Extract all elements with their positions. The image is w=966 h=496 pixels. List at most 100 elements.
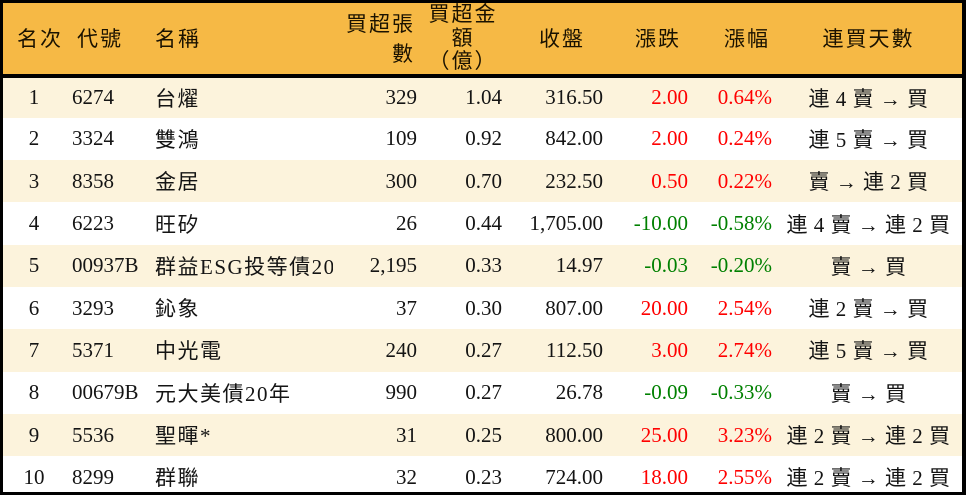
table-row: 7 5371 中光電 240 0.27 112.50 3.00 2.74% 連 …	[3, 329, 962, 372]
cell-amount: 0.70	[465, 168, 502, 193]
cell-close: 232.50	[545, 168, 603, 193]
cell-close: 112.50	[546, 337, 603, 362]
cell-streak: 賣 → 買	[830, 254, 907, 279]
cell-name: 群益ESG投等債20	[155, 254, 333, 279]
header-volume: 買超張數	[333, 3, 421, 78]
table-row: 4 6223 旺矽 26 0.44 1,705.00 -10.00 -0.58%…	[3, 202, 962, 245]
cell-close: 842.00	[545, 126, 603, 151]
cell-change: 2.00	[651, 126, 688, 151]
cell-change: -10.00	[633, 211, 688, 236]
cell-volume: 329	[385, 85, 418, 110]
cell-close: 1,705.00	[529, 211, 604, 236]
cell-amount: 0.27	[465, 380, 502, 405]
cell-streak: 連 2 賣 → 連 2 買	[786, 466, 951, 491]
cell-volume: 26	[396, 211, 417, 236]
cell-rank: 6	[28, 295, 40, 320]
cell-close: 724.00	[545, 464, 603, 489]
cell-streak: 連 5 賣 → 買	[808, 339, 929, 364]
table-body: 1 6274 台燿 329 1.04 316.50 2.00 0.64% 連 4…	[3, 75, 962, 492]
cell-name: 雙鴻	[155, 127, 200, 152]
table-row: 2 3324 雙鴻 109 0.92 842.00 2.00 0.24% 連 5…	[3, 117, 962, 161]
cell-change-pct: 0.24%	[717, 126, 772, 151]
cell-change-pct: -0.33%	[710, 380, 772, 405]
cell-streak: 連 2 賣 → 買	[808, 297, 929, 322]
cell-code: 8299	[72, 464, 114, 489]
cell-volume: 240	[385, 337, 418, 362]
header-amount: 買超金額 （億）	[421, 3, 505, 78]
cell-streak: 賣 → 連 2 買	[808, 170, 929, 195]
cell-close: 26.78	[555, 380, 603, 405]
cell-rank: 9	[28, 422, 40, 447]
cell-change: 20.00	[640, 295, 688, 320]
cell-name: 元大美債20年	[155, 381, 292, 406]
cell-code: 00937B	[72, 253, 139, 278]
cell-change-pct: 3.23%	[717, 422, 772, 447]
header-change: 漲跌	[605, 3, 689, 78]
cell-amount: 0.92	[465, 126, 502, 151]
header-name: 名稱	[143, 3, 333, 78]
cell-close: 800.00	[545, 422, 603, 447]
cell-volume: 109	[385, 126, 418, 151]
table-row: 6 3293 鈊象 37 0.30 807.00 20.00 2.54% 連 2…	[3, 287, 962, 330]
cell-streak: 連 4 賣 → 連 2 買	[786, 212, 951, 237]
cell-change: 25.00	[640, 422, 688, 447]
cell-rank: 10	[23, 464, 45, 489]
cell-code: 5536	[72, 422, 114, 447]
cell-name: 鈊象	[155, 297, 200, 322]
cell-change-pct: 2.55%	[717, 464, 772, 489]
cell-volume: 31	[396, 422, 417, 447]
header-change-pct: 漲幅	[689, 3, 775, 78]
cell-streak: 連 5 賣 → 買	[808, 127, 929, 152]
cell-amount: 0.44	[465, 211, 502, 236]
table-row: 10 8299 群聯 32 0.23 724.00 18.00 2.55% 連 …	[3, 456, 962, 492]
cell-code: 5371	[72, 337, 114, 362]
cell-change-pct: 0.64%	[717, 85, 772, 110]
header-rank: 名次	[3, 3, 65, 78]
cell-code: 3293	[72, 295, 114, 320]
cell-code: 6223	[72, 211, 114, 236]
cell-name: 聖暉*	[155, 424, 212, 449]
cell-amount: 0.27	[465, 337, 502, 362]
cell-name: 台燿	[155, 86, 200, 111]
cell-name: 中光電	[155, 339, 223, 364]
header-close: 收盤	[505, 3, 605, 78]
header-row: 名次 代號 名稱 買超張數 買超金額 （億） 收盤 漲跌 漲幅 連買天數	[3, 3, 962, 78]
cell-amount: 0.23	[465, 464, 502, 489]
cell-close: 807.00	[545, 295, 603, 320]
cell-rank: 4	[28, 211, 40, 236]
table-row: 3 8358 金居 300 0.70 232.50 0.50 0.22% 賣 →…	[3, 160, 962, 203]
cell-streak: 連 2 賣 → 連 2 買	[786, 424, 951, 449]
cell-name: 旺矽	[155, 212, 200, 237]
table-row: 9 5536 聖暉* 31 0.25 800.00 25.00 3.23% 連 …	[3, 413, 962, 457]
cell-rank: 8	[28, 380, 40, 405]
cell-name: 金居	[155, 170, 200, 195]
cell-close: 14.97	[555, 253, 603, 278]
header-code: 代號	[65, 3, 143, 78]
cell-change-pct: 2.74%	[717, 337, 772, 362]
cell-amount: 0.30	[465, 295, 502, 320]
cell-change-pct: -0.58%	[710, 211, 772, 236]
cell-streak: 連 4 賣 → 買	[808, 86, 929, 111]
cell-name: 群聯	[155, 466, 200, 491]
cell-volume: 2,195	[369, 253, 417, 278]
cell-change-pct: -0.20%	[710, 253, 772, 278]
cell-code: 6274	[72, 85, 114, 110]
data-table: 名次 代號 名稱 買超張數 買超金額 （億） 收盤 漲跌 漲幅 連買天數 1 6…	[3, 3, 962, 492]
cell-amount: 1.04	[465, 85, 502, 110]
cell-volume: 990	[385, 380, 418, 405]
cell-volume: 32	[396, 464, 417, 489]
cell-close: 316.50	[545, 85, 603, 110]
cell-change: 2.00	[651, 85, 688, 110]
cell-code: 3324	[72, 126, 114, 151]
cell-code: 00679B	[72, 380, 139, 405]
cell-amount: 0.25	[465, 422, 502, 447]
cell-amount: 0.33	[465, 253, 502, 278]
cell-change-pct: 2.54%	[717, 295, 772, 320]
header-streak: 連買天數	[775, 3, 962, 78]
cell-change: 0.50	[651, 168, 688, 193]
cell-rank: 1	[28, 85, 40, 110]
table-row: 5 00937B 群益ESG投等債20 2,195 0.33 14.97 -0.…	[3, 244, 962, 288]
cell-code: 8358	[72, 168, 114, 193]
cell-rank: 5	[28, 253, 40, 278]
